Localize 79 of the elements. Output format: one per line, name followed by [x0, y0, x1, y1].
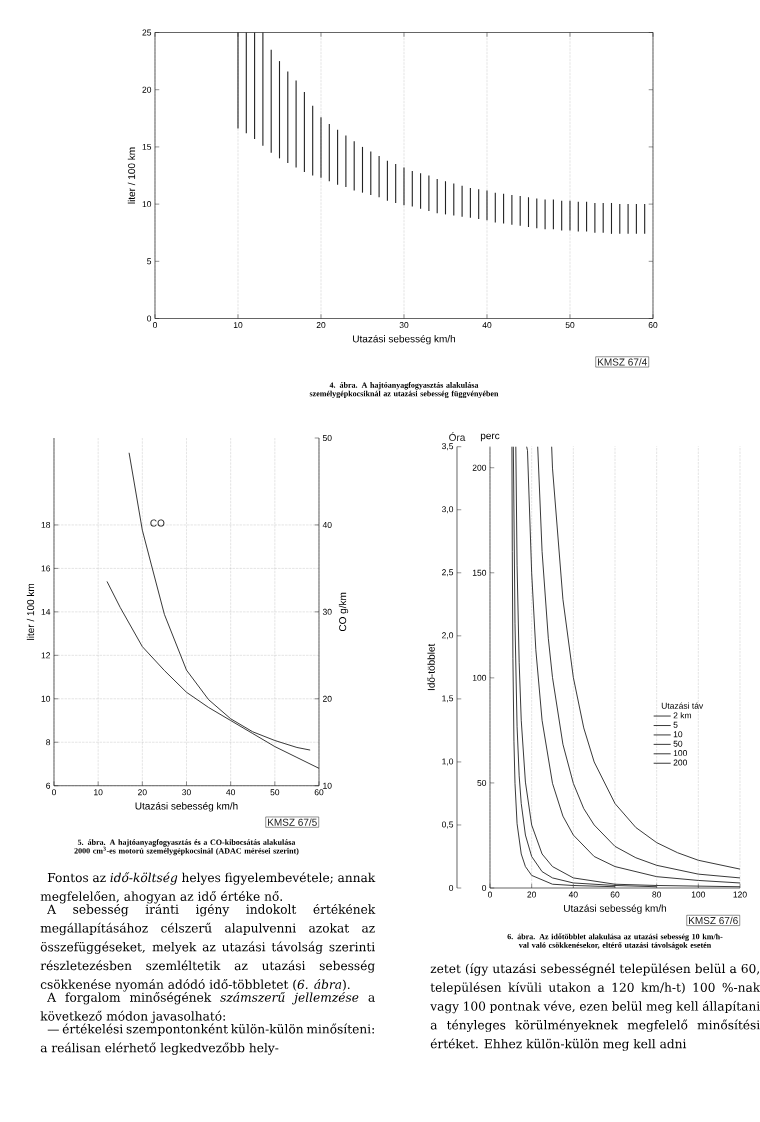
x-tick-label: 60: [610, 891, 620, 898]
y2-tick-label: 20: [322, 695, 332, 702]
text: KMSZ 67/6: [689, 916, 738, 925]
legend-label: 200: [673, 759, 688, 766]
y-axis-title: liter / 100 km: [127, 147, 136, 204]
text: Fontos az idő-költség helyes figyelembevétele; annak megfelelően, ahogyan az idő értéke nő.: [40, 872, 376, 904]
text: 6. ábra. Az időtöbblet alakulása az utazási sebesség 10 km/h-val való csökkenésekor, eltérő utazási távolságok esetén: [507, 933, 723, 950]
text: 4. ábra. A hajtóanyagfogyasztás alakulása személygépkocsiknál az utazási sebesség függvényében: [309, 382, 499, 399]
y-tick-label: 10: [41, 695, 51, 702]
x-tick-label: 0: [51, 789, 57, 796]
legend-label: 2 km: [673, 712, 692, 719]
y-axis-title: Idő-többlet: [427, 643, 435, 691]
x-axis-title: Utazási sebesség km/h: [564, 904, 667, 914]
y-tick-label: 0,5: [441, 821, 454, 829]
y-tick-label: 14: [41, 608, 51, 615]
x-tick-label: 50: [565, 322, 575, 329]
legend-label: 100: [673, 750, 688, 757]
y-tick-label: 20: [142, 86, 152, 93]
y-tick-label: 16: [41, 565, 51, 572]
legend-label: 5: [673, 721, 678, 728]
y-tick-label: 6: [46, 782, 51, 789]
y2-tick-label: 100: [472, 674, 487, 681]
y-tick-label: 12: [41, 652, 51, 659]
y-tick-label: 25: [142, 29, 152, 36]
x-axis-title: Utazási sebesség km/h: [353, 334, 456, 345]
y2-tick-label: 40: [322, 521, 332, 528]
y-tick-label: 3,0: [441, 506, 454, 514]
y-tick-label: 1,5: [442, 695, 454, 703]
y-tick-label: 2,5: [442, 569, 454, 577]
y-tick-label: 2,0: [442, 632, 454, 640]
x-tick-label: 40: [482, 322, 492, 329]
x-tick-label: 40: [568, 891, 578, 898]
x-tick-label: 80: [652, 891, 662, 898]
y-tick-label: 8: [46, 739, 51, 746]
y2-tick-label: 30: [322, 608, 332, 615]
y2-tick-label: 50: [477, 779, 487, 786]
y-tick-label: 3,5: [441, 443, 454, 451]
x-tick-label: 0: [487, 891, 493, 898]
y2-tick-label: 150: [472, 569, 487, 576]
y2-tick-label: 200: [472, 464, 487, 471]
text: KMSZ 67/4: [598, 358, 647, 366]
x-tick-label: 50: [270, 789, 280, 796]
y-axis-title: liter / 100 km: [26, 583, 35, 640]
text: KMSZ 67/5: [268, 818, 317, 826]
x-tick-label: 10: [233, 322, 243, 329]
y-tick-label: 0: [449, 885, 454, 892]
y-tick-label: 18: [41, 521, 51, 528]
y2-axis-title: perc: [480, 433, 500, 442]
x-tick-label: 30: [182, 789, 191, 796]
y-tick-label: 15: [142, 143, 152, 150]
y-tick-label: 0: [147, 315, 152, 322]
text: Óra: [449, 432, 466, 442]
legend-label: 50: [673, 740, 683, 747]
legend-title: Utazási táv: [661, 702, 704, 709]
x-tick-label: 20: [527, 891, 537, 898]
text: 5. ábra. A hajtóanyagfogyasztás és a CO-kibocsátás alakulása 2000 cm$^{3}$-es motorú személygépkocsinál (ADAC mérései szerint): [74, 839, 299, 856]
legend-label: 10: [673, 731, 683, 738]
text: A sebesség iránti igény indokolt értékének megállapításához célszerű alapulvenni azokat az összefüggéseket, melyek az utazási távolság szerinti részletezésben szemléltetik az utazási sebesség csökkenése nyomán adódó idő-többletet (6. ábra).: [40, 903, 376, 992]
text: A forgalom minőségének számszerű jellemzése a következő módon javasolható:: [40, 991, 375, 1024]
y2-tick-label: 50: [322, 435, 332, 442]
x-tick-label: 60: [314, 789, 324, 796]
x-tick-label: 30: [399, 322, 409, 329]
x-tick-label: 120: [733, 891, 747, 898]
x-tick-label: 100: [691, 891, 706, 898]
y2-tick-label: 0: [482, 885, 487, 892]
y-tick-label: 1,0: [442, 758, 454, 766]
x-tick-label: 20: [316, 322, 326, 329]
y-tick-label: 5: [147, 258, 152, 265]
y2-tick-label: 10: [323, 782, 332, 789]
x-tick-label: 10: [94, 789, 103, 796]
x-tick-label: 40: [226, 789, 236, 796]
y2-axis-title: CO g/km: [338, 592, 349, 632]
x-tick-label: 60: [648, 322, 658, 329]
y-tick-label: 10: [142, 201, 152, 208]
text: — értékelési szempontonként külön-külön minősíteni: a reálisan elérhető legkedvezőbb hely-: [40, 1023, 374, 1055]
text: zetet (így utazási sebességnél településen belül a 60, településen kívüli utakon a 120 km/h-t) 100 %-nak vagy 100 pontnak véve, ezen belül meg kell állapítani a tényleges körülményeknek megfelelő minősítési értéket. Ehhez külön-külön meg kell adni: [430, 963, 760, 1051]
x-axis-title: Utazási sebesség km/h: [135, 802, 238, 812]
x-tick-label: 0: [152, 322, 158, 329]
series-label: CO: [150, 519, 165, 527]
